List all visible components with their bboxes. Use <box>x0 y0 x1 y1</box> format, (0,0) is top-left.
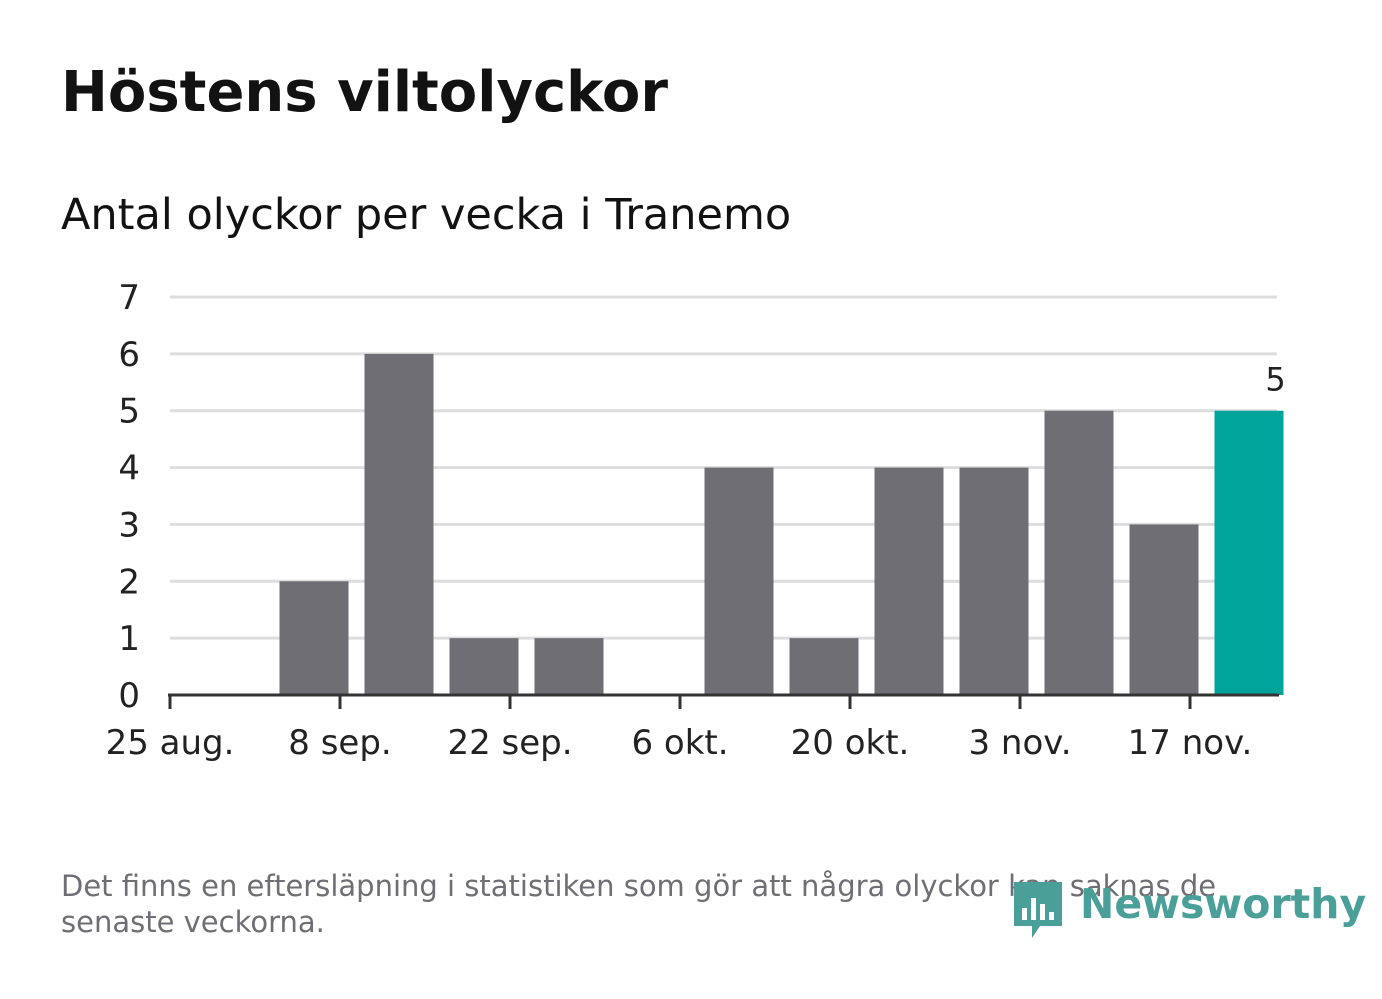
bar <box>874 467 944 695</box>
x-tick-label: 17 nov. <box>1128 723 1253 763</box>
y-tick-label: 7 <box>118 278 140 318</box>
bar <box>534 638 604 695</box>
bar-chart-bubble-icon <box>1014 882 1062 938</box>
chart-title: Höstens viltolyckor <box>61 60 668 125</box>
x-tick-label: 22 sep. <box>447 723 572 763</box>
y-tick-label: 2 <box>118 562 140 602</box>
newsworthy-logo: Newsworthy <box>1010 878 1366 944</box>
bar <box>364 353 434 695</box>
x-tick-labels: 25 aug. 8 sep. 22 sep. 6 okt. 20 okt. 3 nov. 1… <box>106 695 1253 763</box>
bar <box>959 467 1029 695</box>
highlight-value-label: 5 <box>1265 361 1285 399</box>
bar <box>1129 524 1199 695</box>
y-tick-label: 4 <box>118 449 140 489</box>
y-tick-label: 5 <box>118 392 140 432</box>
chart-subtitle: Antal olyckor per vecka i Tranemo <box>61 190 792 240</box>
x-tick-label: 8 sep. <box>288 723 391 763</box>
bar <box>449 638 519 695</box>
x-tick-label: 25 aug. <box>106 723 235 763</box>
y-tick-label: 6 <box>118 335 140 375</box>
y-tick-label: 3 <box>118 505 140 545</box>
bar <box>704 467 774 695</box>
x-tick-label: 3 nov. <box>968 723 1071 763</box>
x-tick-label: 6 okt. <box>631 723 728 763</box>
bar-chart: 0 1 2 3 4 5 6 7 5 25 aug. 8 sep. 22 sep. 6 okt. 20 … <box>106 278 1286 763</box>
y-tick-labels: 0 1 2 3 4 5 6 7 <box>118 278 140 716</box>
bar <box>1044 410 1114 695</box>
bar-highlight <box>1214 410 1284 695</box>
bar <box>789 638 859 695</box>
logo-text: Newsworthy <box>1080 880 1367 928</box>
x-tick-label: 20 okt. <box>791 723 910 763</box>
y-tick-label: 1 <box>118 619 140 659</box>
bars: 5 <box>279 353 1286 695</box>
bar <box>279 581 349 695</box>
y-tick-label: 0 <box>118 676 140 716</box>
